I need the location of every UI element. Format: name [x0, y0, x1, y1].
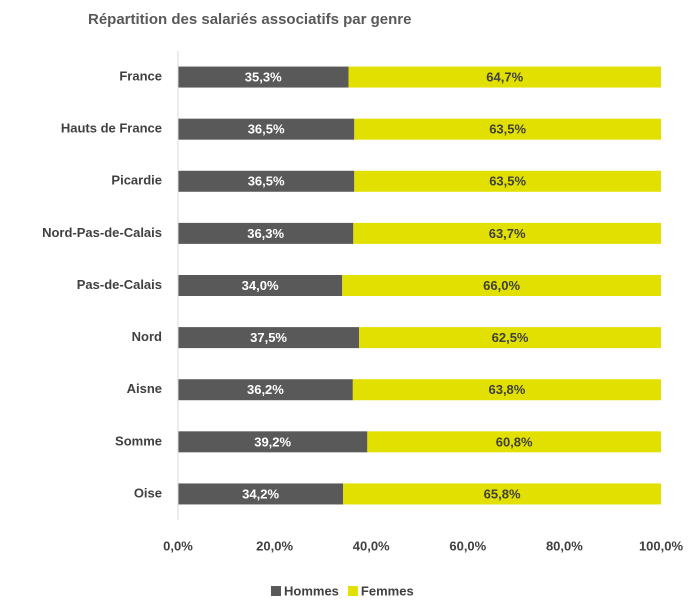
data-label: 34,0% [242, 278, 279, 293]
bar-segment [352, 379, 661, 401]
bar-segment [178, 275, 343, 296]
data-label: 63,5% [489, 122, 526, 137]
y-tick-label: France [119, 68, 162, 83]
bar-segment [343, 483, 661, 505]
legend-label: Femmes [361, 583, 414, 598]
x-tick-label: 80,0% [546, 538, 583, 553]
data-label: 60,8% [496, 434, 533, 449]
x-tick-label: 100,0% [639, 538, 684, 553]
data-label: 63,7% [489, 226, 526, 241]
y-tick-label: Aisne [127, 381, 162, 396]
bar-segment [367, 431, 661, 453]
y-tick-label: Somme [115, 433, 162, 448]
data-label: 64,7% [486, 69, 523, 84]
legend-label: Hommes [284, 583, 339, 598]
y-tick-label: Nord [132, 329, 162, 344]
bar-segment [359, 327, 661, 349]
bar-segment [353, 222, 661, 244]
data-label: 66,0% [483, 278, 520, 293]
x-tick-label: 60,0% [449, 538, 486, 553]
data-label: 36,3% [247, 226, 284, 241]
chart-title: Répartition des salariés associatifs par… [88, 11, 411, 28]
y-tick-label: Nord-Pas-de-Calais [42, 225, 162, 240]
bar-segment [178, 431, 368, 453]
bar-segment [178, 483, 344, 505]
y-tick-label: Pas-de-Calais [77, 277, 162, 292]
data-label: 65,8% [484, 486, 521, 501]
bar-segment [354, 170, 661, 192]
data-label: 63,8% [488, 382, 525, 397]
bar-segment [178, 379, 353, 401]
data-label: 36,5% [248, 174, 285, 189]
x-tick-label: 20,0% [256, 538, 293, 553]
legend-swatch [271, 586, 281, 596]
data-label: 36,2% [247, 382, 284, 397]
y-tick-label: Hauts de France [61, 121, 162, 136]
bar-segment [178, 66, 349, 88]
data-label: 37,5% [250, 330, 287, 345]
data-label: 35,3% [245, 69, 282, 84]
bar-segment [348, 66, 661, 88]
data-label: 34,2% [242, 486, 279, 501]
bar-segment [178, 327, 360, 349]
x-tick-label: 40,0% [353, 538, 390, 553]
data-label: 62,5% [492, 330, 529, 345]
y-tick-label: Oise [134, 485, 162, 500]
data-label: 36,5% [248, 122, 285, 137]
data-label: 63,5% [489, 174, 526, 189]
legend-swatch [347, 586, 358, 596]
bar-segment [178, 170, 355, 192]
data-label: 39,2% [254, 434, 291, 449]
x-tick-label: 0,0% [163, 538, 193, 553]
bar-segment [178, 118, 355, 140]
bar-segment [354, 118, 661, 140]
bar-segment [178, 222, 354, 244]
bar-segment [342, 275, 661, 296]
y-tick-label: Picardie [111, 173, 162, 188]
